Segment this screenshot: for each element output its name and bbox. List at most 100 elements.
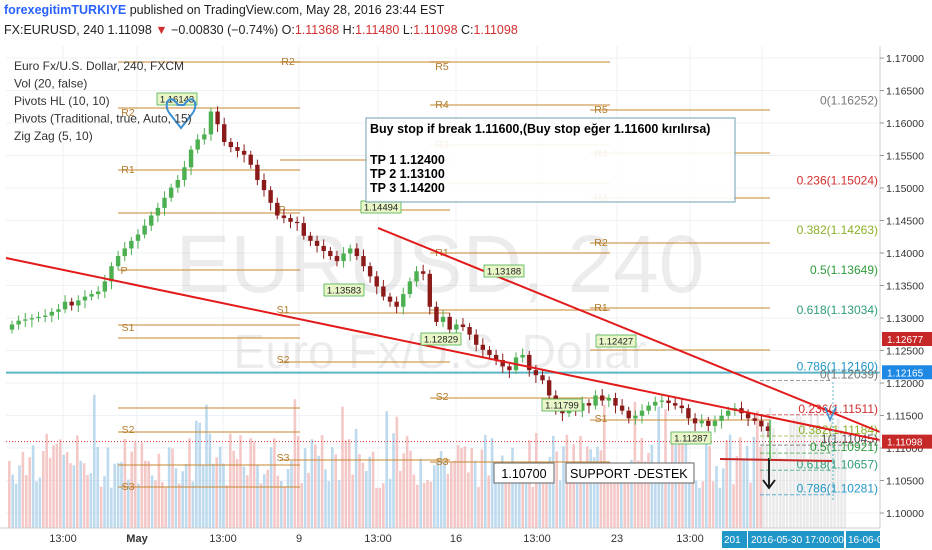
volume-bar: [99, 486, 103, 528]
candle-body: [168, 187, 174, 198]
volume-bar: [558, 480, 562, 528]
volume-bar: [256, 465, 259, 528]
candle-body: [288, 218, 293, 222]
price-tick-label: 1.16000: [886, 118, 924, 130]
candle-body: [745, 413, 751, 419]
volume-bar: [589, 449, 592, 528]
volume-bar: [501, 455, 504, 528]
price-tick-label: 1.10000: [886, 508, 924, 520]
volume-bar: [89, 473, 93, 528]
volume-bar: [293, 399, 297, 528]
volume-bar: [599, 450, 603, 528]
volume-bar-future: [779, 457, 782, 528]
time-axis: 13:00May13:00913:001613:002313:002620120…: [0, 527, 932, 550]
candle-body: [527, 354, 532, 371]
volume-bar: [494, 465, 497, 528]
volume-bar-future: [833, 447, 836, 528]
fib-label: 0.236(1.11511): [798, 402, 878, 416]
volume-bar: [497, 478, 501, 528]
down-arrow-icon: ▼: [155, 23, 168, 37]
volume-bar: [582, 470, 586, 528]
candle-body: [367, 266, 373, 277]
volume-bar: [320, 435, 324, 528]
volume-bar: [439, 451, 443, 528]
volume-bar: [331, 447, 334, 528]
volume-bar: [698, 487, 701, 528]
volume-bar: [701, 481, 705, 528]
candle-body: [89, 294, 94, 297]
candle-body: [188, 149, 194, 168]
volume-bar: [674, 444, 677, 528]
candle-body: [281, 215, 287, 219]
legend-item: Euro Fx/U.S. Dollar, 240, FXCM: [14, 59, 184, 73]
candle-body: [401, 294, 406, 307]
candle-body: [215, 111, 220, 125]
volume-bar: [195, 420, 198, 528]
price-tag: [882, 331, 932, 346]
volume-bar: [688, 462, 691, 528]
volume-bar: [742, 459, 745, 528]
fib-label: 0(1.12039): [820, 367, 878, 381]
volume-bar: [606, 462, 609, 528]
time-cut-left: 201: [724, 535, 741, 546]
candle-body: [241, 150, 247, 155]
volume-bar: [25, 475, 28, 528]
price-tick-label: 1.12500: [886, 346, 924, 358]
volume-bar: [28, 457, 31, 528]
volume-bar: [76, 435, 79, 528]
zigzag-box: [323, 283, 365, 297]
candle-body: [593, 395, 598, 406]
candle-body: [308, 235, 313, 241]
candle-body: [202, 134, 207, 140]
volume-bar: [263, 474, 266, 528]
zigzag-box: [670, 431, 712, 445]
zigzag-label: 1.11287: [674, 434, 708, 445]
volume-bar: [735, 456, 739, 528]
author-link[interactable]: forexegitimTURKIYE: [4, 3, 127, 17]
volume-bar: [450, 462, 453, 528]
volume-bar: [55, 443, 59, 528]
volume-bar: [297, 435, 300, 528]
pivot-label: S2: [277, 354, 290, 366]
volume-bar: [86, 474, 89, 528]
candle-body: [294, 221, 300, 224]
pivot-label: R1: [594, 302, 608, 314]
time-tick-label: 9: [296, 533, 302, 545]
volume-bar-future: [782, 458, 785, 528]
pivot-label: S2: [122, 424, 135, 436]
volume-bar: [130, 451, 133, 528]
volume-bar: [38, 477, 42, 528]
volume-bar: [620, 469, 623, 528]
volume-bar-future: [809, 408, 813, 528]
support-price-box: [493, 462, 555, 484]
volume-bar: [314, 444, 317, 528]
open-value: 1.11368: [294, 23, 340, 37]
volume-bar: [11, 474, 14, 528]
watermark-symbol: EURUSD, 240: [176, 219, 705, 310]
pivot-label: S1: [122, 322, 135, 334]
candle-body: [474, 334, 479, 345]
volume-bar: [31, 445, 35, 528]
volume-bar: [303, 448, 307, 528]
candle-body: [82, 296, 88, 301]
volume-bar: [62, 454, 65, 528]
candle-body: [36, 316, 41, 319]
candle-body: [719, 415, 724, 421]
volume-bar: [650, 444, 654, 528]
candle-body: [639, 410, 645, 416]
volume-bar: [388, 478, 392, 528]
volume-bar-future: [796, 413, 799, 528]
volume-bar: [147, 461, 150, 528]
volume-bar: [120, 462, 123, 528]
candle-body: [374, 276, 379, 287]
candle-body: [129, 240, 134, 249]
pivot-label: S1: [277, 304, 290, 316]
candle-body: [454, 324, 459, 330]
volume-bar: [212, 463, 215, 528]
time-axis-bg: [0, 528, 932, 550]
fib-label: 0(1.16252): [820, 94, 878, 108]
volume-bar: [269, 447, 273, 528]
volume-bar-future: [843, 461, 847, 528]
volume-bar: [490, 438, 494, 528]
